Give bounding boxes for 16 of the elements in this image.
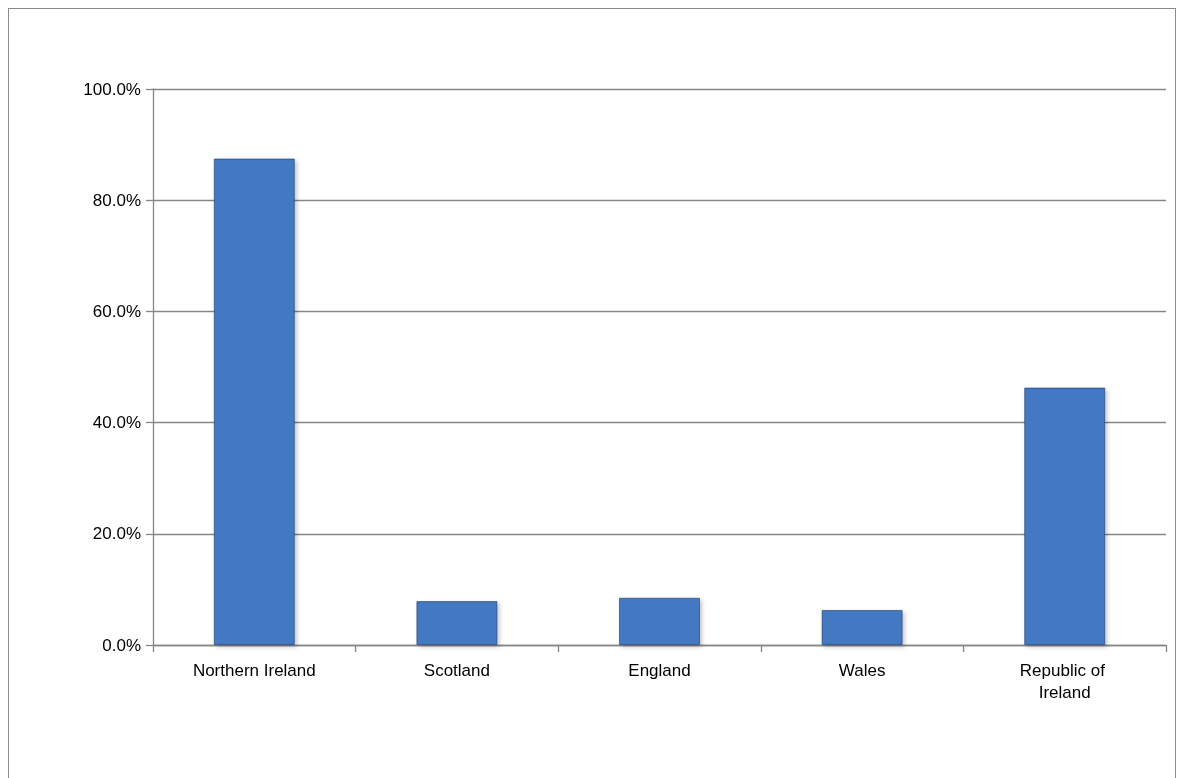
y-tick-label: 20.0% (92, 524, 141, 544)
y-tick-label: 0.0% (102, 635, 141, 655)
y-tick-label: 60.0% (92, 301, 141, 321)
bar (1024, 387, 1106, 645)
y-tick-label: 100.0% (83, 79, 141, 99)
x-tick-label: Scotland (423, 660, 490, 680)
y-tick-label: 40.0% (92, 413, 141, 433)
y-tick-label: 80.0% (92, 190, 141, 210)
bar (416, 601, 498, 645)
x-tick-label: England (628, 660, 691, 680)
x-tick-label: Northern Ireland (192, 660, 316, 680)
bar (213, 158, 295, 645)
x-tick-label: Wales (838, 660, 886, 680)
bar (821, 609, 903, 645)
bar (618, 597, 701, 645)
x-tick-label: Republic of Ireland (1019, 660, 1110, 702)
